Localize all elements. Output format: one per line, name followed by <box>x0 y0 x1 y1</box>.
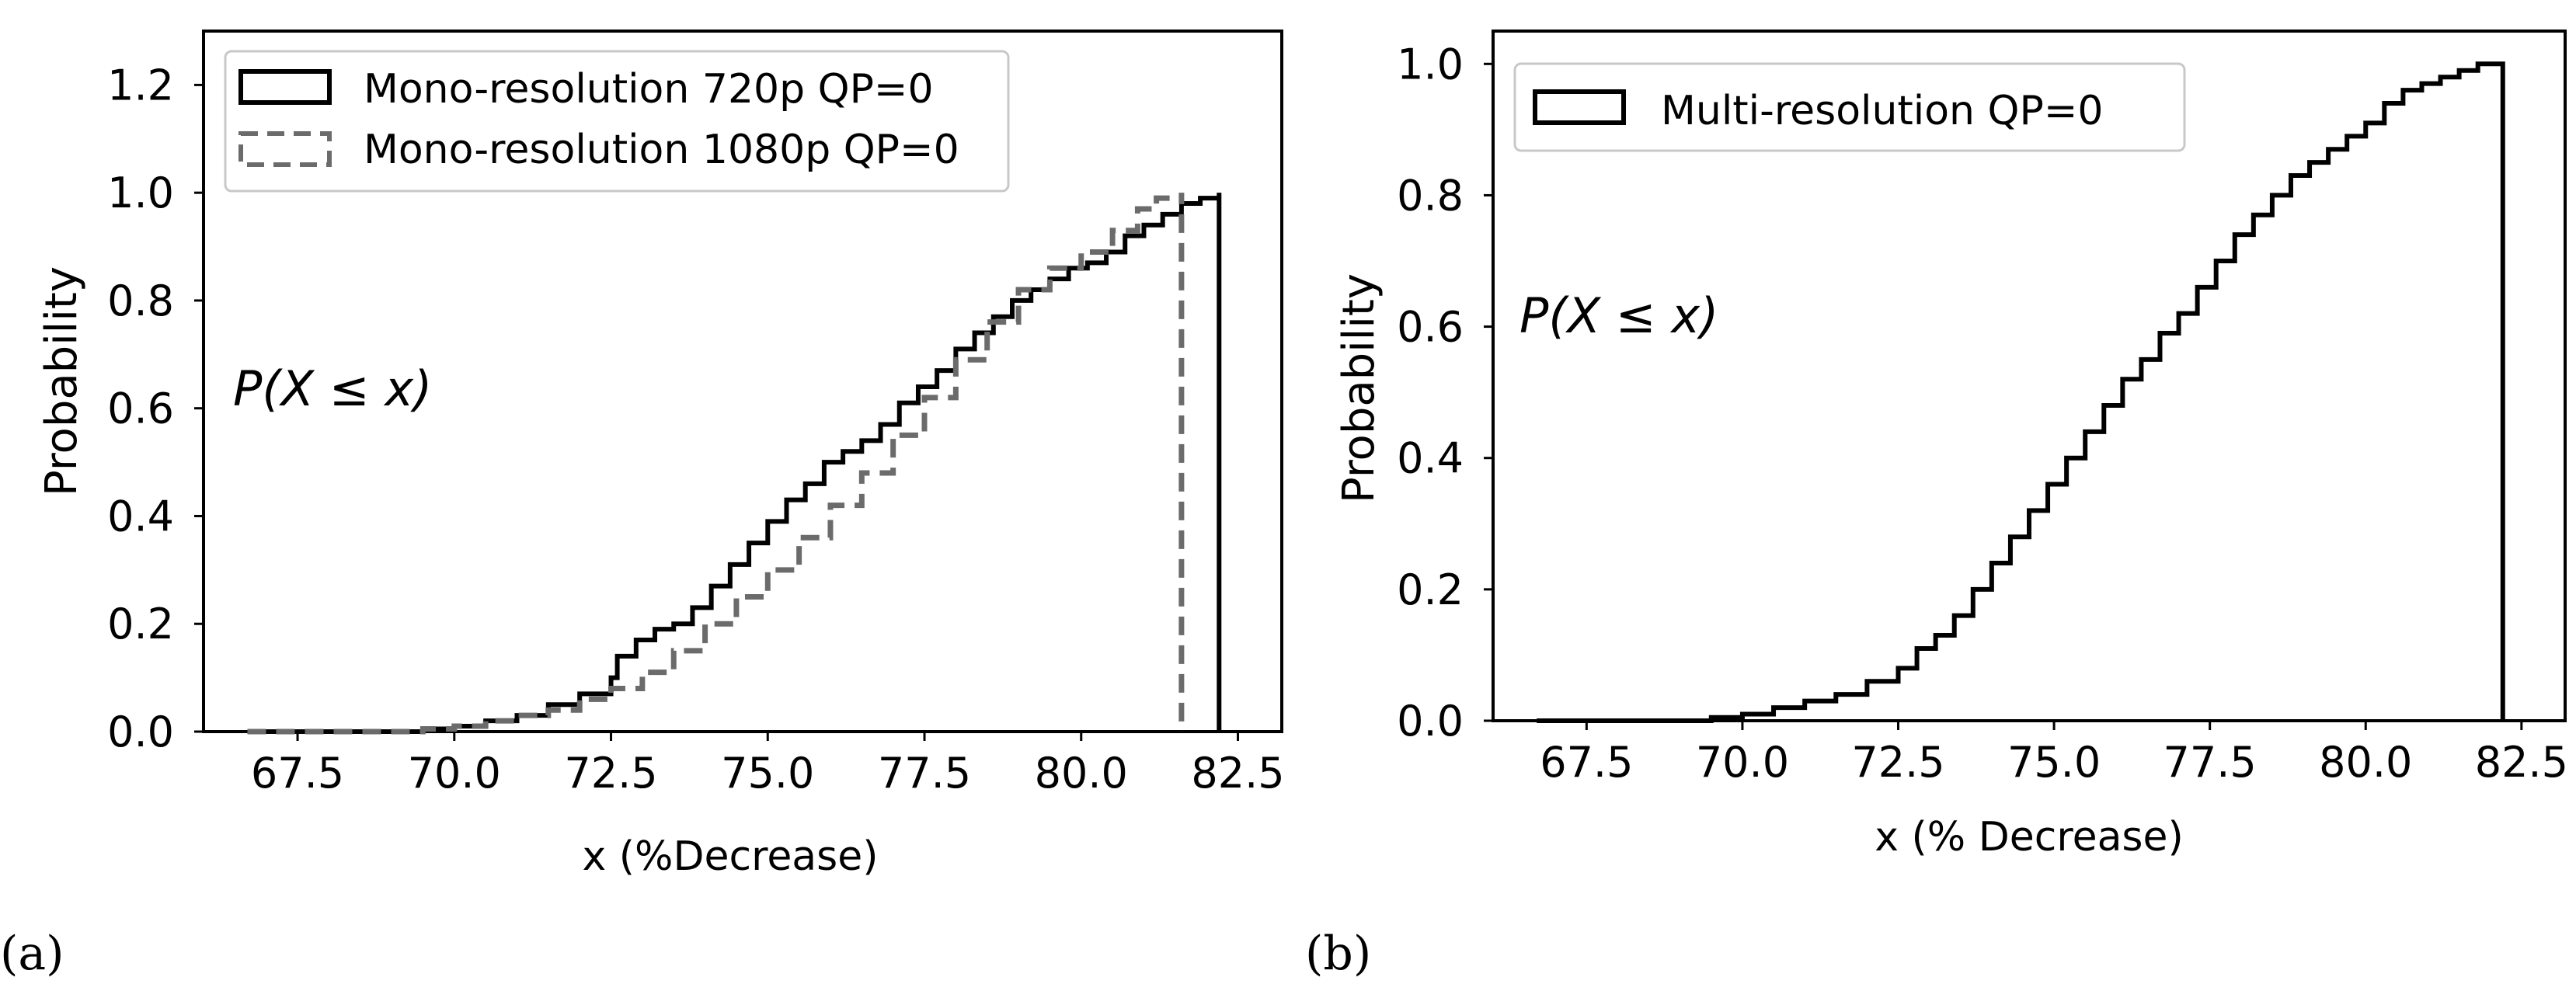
panel-label-b: (b) <box>1305 927 1371 981</box>
probability-annotation: P(X ≤ x) <box>233 360 432 417</box>
legend: Multi-resolution QP=0 <box>1513 62 2186 152</box>
y-tick-label: 0.8 <box>107 276 174 325</box>
legend-label-720p: Mono-resolution 720p QP=0 <box>364 66 934 113</box>
legend-frame <box>224 50 1010 193</box>
legend-swatch-multi <box>1533 89 1626 125</box>
y-tick-label: 0.6 <box>1397 303 1464 352</box>
x-tick-label: 75.0 <box>721 749 814 798</box>
axis-ticks: 67.5 70.0 72.5 75.0 77.5 80.0 82.5 0.0 0.2 0.4 0.6… <box>1397 40 2568 787</box>
chart-panel-a: 67.5 70.0 72.5 75.0 77.5 80.0 82.5 0.0 0.2 0.4 0.6… <box>0 30 1285 981</box>
series-group <box>247 193 1222 735</box>
panel-label-a: (a) <box>0 927 64 981</box>
y-tick-label: 0.8 <box>1397 171 1464 220</box>
series-line-1080p <box>247 193 1185 735</box>
series-group <box>1537 61 2505 723</box>
axis-ticks: 67.5 70.0 72.5 75.0 77.5 80.0 82.5 0.0 0.2 0.4 0.6… <box>107 61 1285 798</box>
y-tick-label: 0.0 <box>1397 697 1464 746</box>
x-tick-label: 80.0 <box>1035 749 1128 798</box>
x-tick-label: 82.5 <box>1191 749 1284 798</box>
legend-swatch-1080p <box>238 131 332 167</box>
y-tick-label: 0.4 <box>1397 434 1464 483</box>
y-tick-label: 0.0 <box>107 708 174 756</box>
x-tick-label: 80.0 <box>2319 738 2412 787</box>
y-tick-label: 0.2 <box>1397 565 1464 614</box>
plot-frame <box>1492 30 2567 722</box>
x-tick-label: 75.0 <box>2007 738 2101 787</box>
probability-annotation: P(X ≤ x) <box>1519 287 1718 344</box>
y-tick-label: 0.2 <box>107 600 174 649</box>
legend-swatch-720p <box>238 69 332 105</box>
legend-label-1080p: Mono-resolution 1080p QP=0 <box>364 127 959 173</box>
x-tick-label: 70.0 <box>408 749 501 798</box>
x-axis-label: x (% Decrease) <box>1875 814 2184 861</box>
plot-frame <box>202 30 1283 733</box>
series-line-multi <box>1537 61 2505 723</box>
y-axis-label: Probability <box>37 266 87 496</box>
x-tick-label: 77.5 <box>878 749 971 798</box>
x-tick-label: 72.5 <box>1851 738 1944 787</box>
x-tick-label: 77.5 <box>2163 738 2257 787</box>
x-axis-label: x (%Decrease) <box>582 833 878 880</box>
legend-frame <box>1513 62 2186 152</box>
y-tick-label: 1.0 <box>107 169 174 217</box>
y-axis-label: Probability <box>1334 273 1384 503</box>
y-tick-label: 0.4 <box>107 492 174 541</box>
y-tick-label: 0.6 <box>107 384 174 433</box>
legend-label-multi: Multi-resolution QP=0 <box>1661 88 2104 134</box>
legend: Mono-resolution 720p QP=0 Mono-resolutio… <box>224 50 1010 193</box>
x-tick-label: 67.5 <box>1540 738 1633 787</box>
y-tick-label: 1.0 <box>1397 40 1464 89</box>
x-tick-label: 72.5 <box>564 749 657 798</box>
x-tick-label: 70.0 <box>1696 738 1789 787</box>
x-tick-label: 82.5 <box>2475 738 2568 787</box>
x-tick-label: 67.5 <box>251 749 344 798</box>
chart-panel-b: 67.5 70.0 72.5 75.0 77.5 80.0 82.5 0.0 0.2 0.4 0.6… <box>1305 30 2568 981</box>
series-line-720p <box>247 193 1222 734</box>
y-tick-label: 1.2 <box>107 61 174 110</box>
